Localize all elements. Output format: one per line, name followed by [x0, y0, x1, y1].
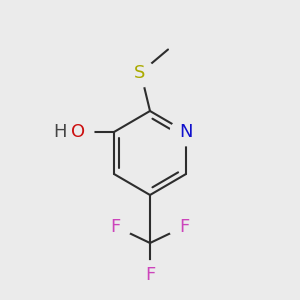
Ellipse shape — [123, 59, 156, 88]
Ellipse shape — [44, 118, 94, 146]
Text: F: F — [110, 218, 121, 236]
Text: F: F — [145, 266, 155, 284]
Text: N: N — [179, 123, 193, 141]
Ellipse shape — [99, 212, 132, 241]
Ellipse shape — [134, 260, 166, 289]
Text: F: F — [179, 218, 190, 236]
Ellipse shape — [168, 212, 201, 241]
Ellipse shape — [169, 118, 202, 146]
Text: O: O — [71, 123, 85, 141]
Text: S: S — [134, 64, 145, 82]
Text: H: H — [53, 123, 67, 141]
